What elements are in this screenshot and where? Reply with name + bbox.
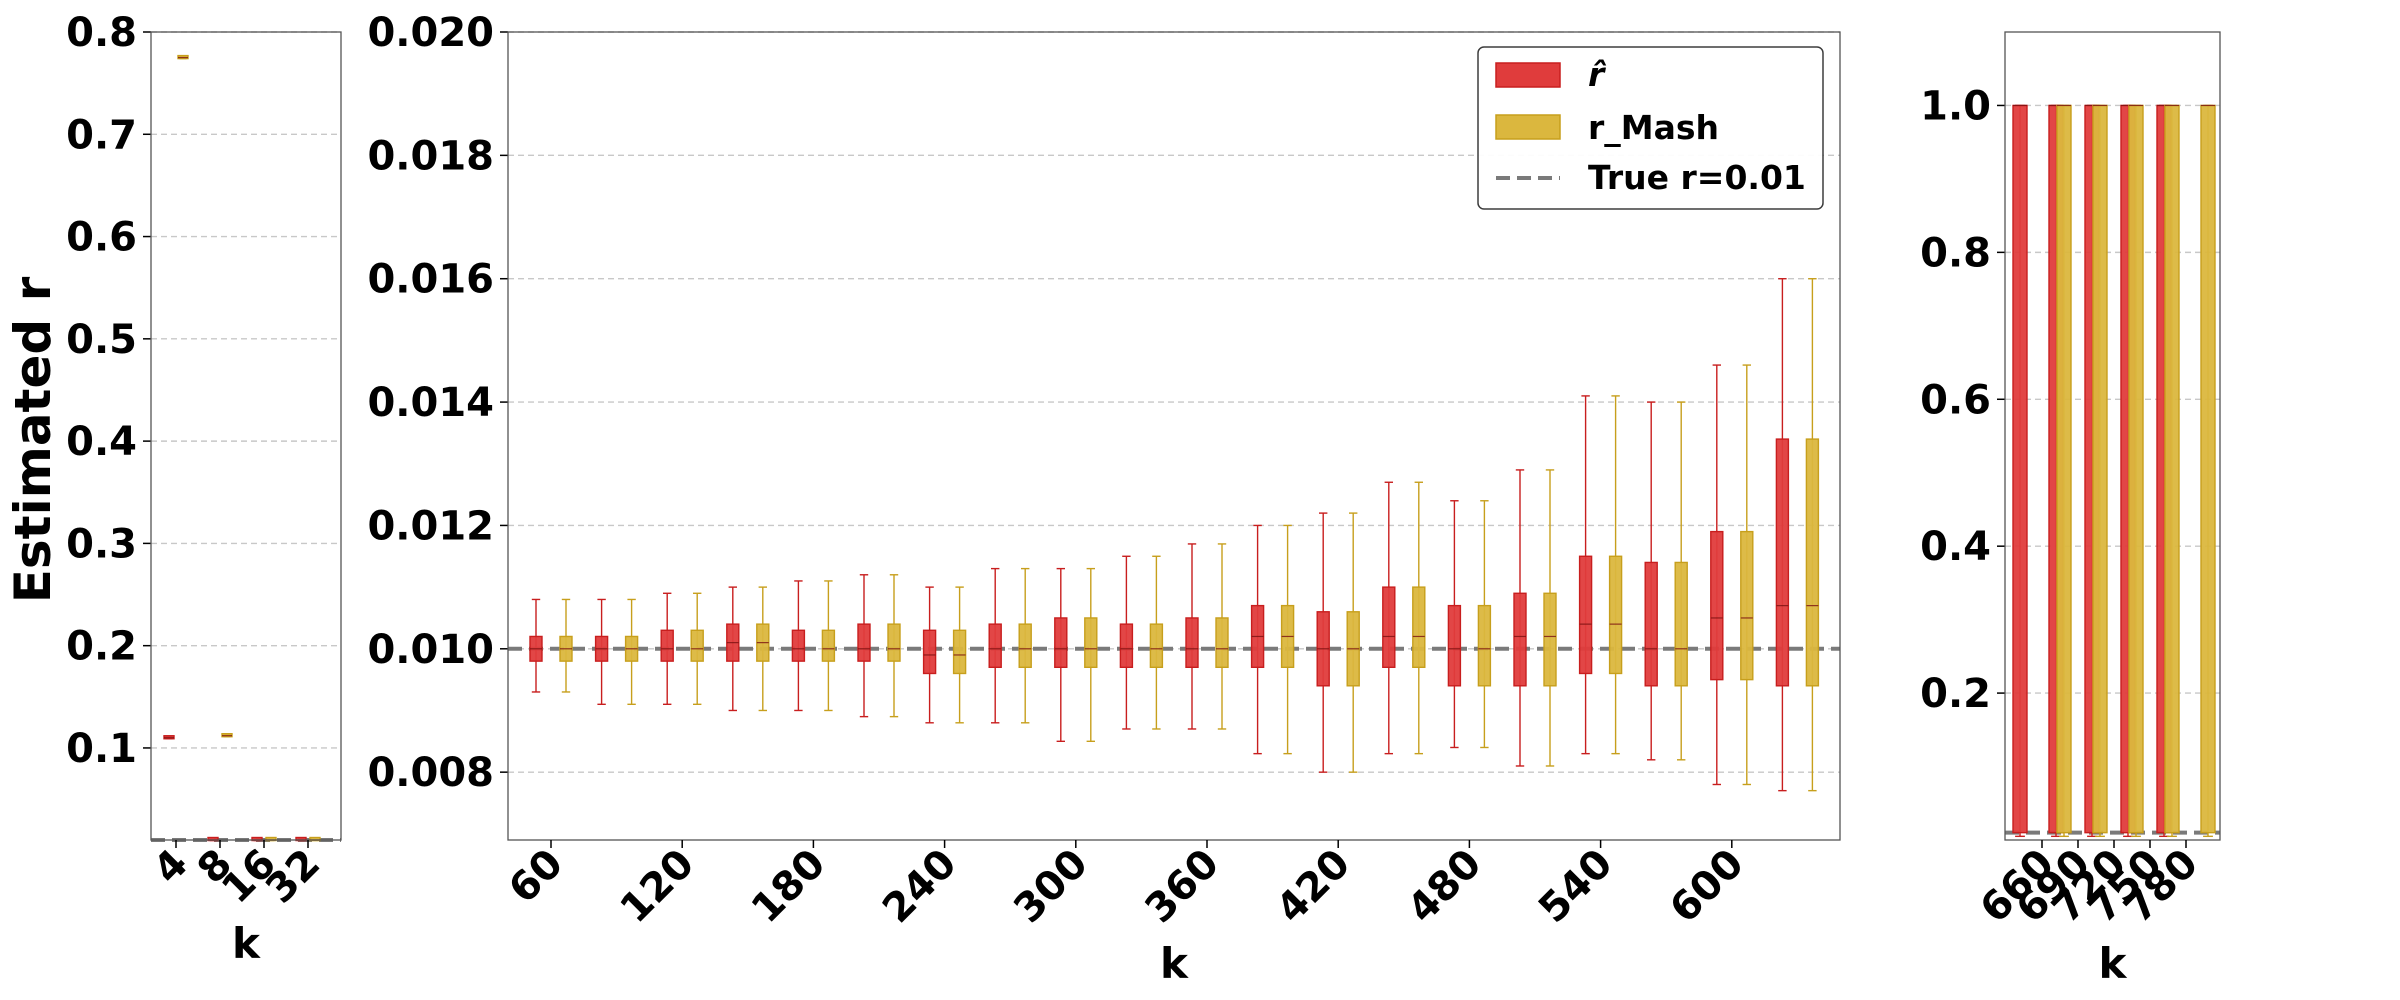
y-tick-label: 0.4 (1920, 524, 1991, 570)
y-tick-label: 0.3 (66, 521, 137, 567)
x-tick-label: 240 (874, 841, 966, 933)
y-tick-label: 0.1 (66, 726, 137, 772)
box-r-mash (1674, 561, 1688, 687)
panel-middle: 0.008 0.010 0.012 0.014 0.016 0.018 0.020 60 120… (367, 10, 1841, 988)
y-tick-label: 0.008 (367, 750, 494, 796)
y-tick-label: 0.020 (367, 10, 494, 56)
box-r-hat (2012, 104, 2028, 834)
box-r-mash (2164, 104, 2180, 834)
box-r-mash (1805, 438, 1820, 687)
y-tick-label: 0.4 (66, 419, 137, 465)
y-tick-label: 0.010 (367, 627, 494, 673)
x-tick-label: 32 (257, 841, 329, 913)
y-tick-label: 0.7 (66, 112, 137, 158)
x-axis-label: k (2099, 939, 2128, 988)
box-r-hat (1710, 530, 1724, 681)
box-r-mash (2092, 104, 2108, 834)
legend-swatch-r-mash (1495, 114, 1561, 140)
x-tick-label: 300 (1005, 841, 1097, 933)
x-tick-label: 360 (1137, 841, 1229, 933)
y-tick-label: 0.6 (1920, 377, 1991, 423)
box-r-mash (1477, 604, 1492, 687)
x-tick-label: 540 (1530, 841, 1622, 933)
x-tick-label: 4 (145, 841, 197, 893)
y-axis-label: Estimated r (4, 276, 62, 603)
y-tick-label: 0.016 (367, 257, 494, 303)
x-tick-label: 60 (500, 841, 572, 913)
y-tick-label: 0.2 (66, 624, 137, 670)
legend: r̂ r_Mash True r=0.01 (1477, 46, 1824, 210)
box-r-hat (1382, 586, 1396, 668)
y-tick-label: 0.8 (66, 10, 137, 56)
x-tick-label: 480 (1399, 841, 1491, 933)
legend-swatch-r-hat (1495, 62, 1561, 88)
box-r-hat (922, 629, 937, 675)
x-axis-label: k (1160, 939, 1189, 988)
box-r-mash (2128, 104, 2144, 834)
legend-label-r-hat: r̂ (1588, 55, 1606, 94)
box-r-hat (1054, 617, 1068, 668)
x-tick-label: 420 (1268, 841, 1360, 933)
y-tick-label: 0.012 (367, 503, 494, 549)
x-axis-label: k (232, 919, 261, 968)
box-r-hat (988, 623, 1002, 668)
box-r-mash (1543, 592, 1557, 687)
box-r-mash (1412, 586, 1426, 668)
box-r-hat (857, 623, 871, 662)
box-r-hat (1513, 592, 1527, 687)
box-r-mash (1740, 530, 1754, 681)
box-r-hat (1185, 617, 1199, 668)
y-tick-label: 0.014 (367, 380, 494, 426)
box-r-hat (1644, 561, 1658, 687)
y-tick-label: 0.6 (66, 215, 137, 261)
legend-label-true-r: True r=0.01 (1588, 158, 1806, 197)
y-tick-label: 0.8 (1920, 230, 1991, 276)
plot-frame (150, 31, 342, 841)
box-r-mash (2200, 104, 2216, 834)
box-r-mash (887, 623, 901, 662)
box-r-hat (1447, 604, 1462, 687)
legend-frame (1477, 46, 1824, 210)
box-r-hat (1775, 438, 1790, 687)
plot-frame (507, 31, 1841, 841)
box-r-mash (1084, 617, 1098, 668)
legend-label-r-mash: r_Mash (1588, 108, 1719, 147)
box-r-hat (1578, 555, 1593, 675)
box-r-hat (660, 629, 674, 662)
box-r-mash (1149, 623, 1164, 668)
x-tick-label: 120 (612, 841, 704, 933)
box-r-mash (1018, 623, 1032, 668)
box-r-hat (791, 629, 806, 662)
y-tick-label: 0.2 (1920, 671, 1991, 717)
y-tick-label: 1.0 (1920, 83, 1991, 129)
box-r-mash (952, 629, 967, 675)
y-tick-label: 0.018 (367, 133, 494, 179)
box-r-mash (690, 629, 704, 662)
box-r-mash (821, 629, 836, 662)
x-tick-label: 600 (1661, 841, 1753, 933)
x-tick-label: 180 (743, 841, 835, 933)
y-tick-label: 0.5 (66, 317, 137, 363)
box-r-mash (1215, 617, 1229, 668)
box-r-mash (1608, 555, 1623, 675)
box-r-hat (1119, 623, 1134, 668)
box-r-mash (2056, 104, 2072, 834)
plot-frame (2004, 31, 2221, 841)
